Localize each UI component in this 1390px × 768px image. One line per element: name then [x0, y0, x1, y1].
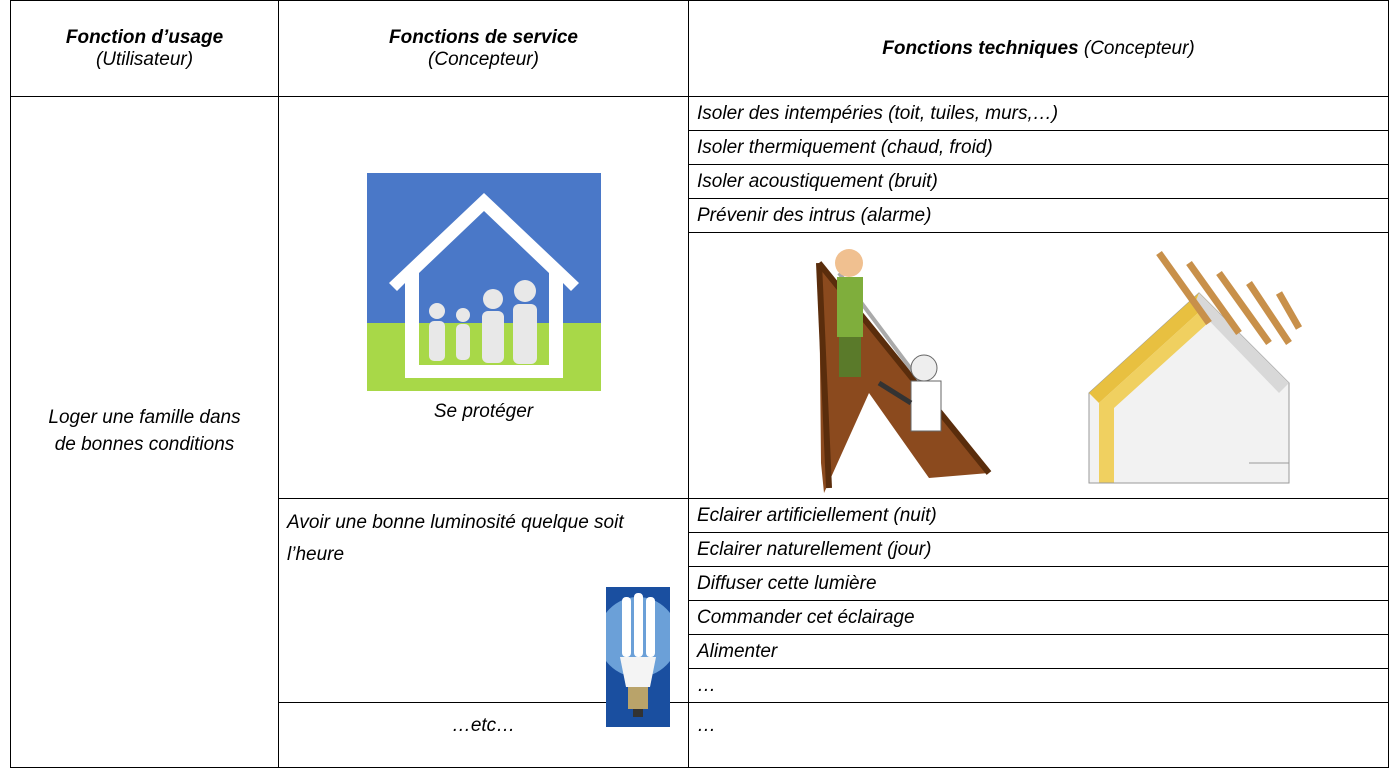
- technique-text: Isoler thermiquement (chaud, froid): [697, 136, 993, 158]
- technique-text: Diffuser cette lumière: [697, 572, 877, 594]
- technique-text: Prévenir des intrus (alarme): [697, 204, 932, 226]
- header-title: Fonction d’usage: [65, 26, 224, 48]
- header-subtitle: (Concepteur): [1083, 37, 1195, 59]
- service-label: …etc…: [451, 715, 516, 736]
- technique-text: Commander cet éclairage: [697, 606, 915, 628]
- technique-cell: Isoler des intempéries (toit, tuiles, mu…: [688, 96, 1389, 131]
- technique-cell: Eclairer naturellement (jour): [688, 532, 1389, 567]
- header-cell: Fonction d’usage (Utilisateur): [10, 0, 279, 97]
- header-title: Fonctions techniques: [882, 37, 1079, 59]
- header-subtitle: (Utilisateur): [95, 48, 194, 70]
- service-label: Se protéger: [433, 400, 534, 422]
- technique-cell: Isoler acoustiquement (bruit): [688, 164, 1389, 199]
- technique-text: …: [697, 715, 716, 736]
- bulb-image: [606, 587, 670, 727]
- header-cell: Fonctions de service (Concepteur): [278, 0, 689, 97]
- technique-text: Eclairer artificiellement (nuit): [697, 504, 937, 526]
- roofer-image: [816, 249, 992, 493]
- technique-text: …: [697, 674, 716, 696]
- header-subtitle: (Concepteur): [428, 48, 539, 70]
- illustration-cell: [688, 232, 1389, 499]
- technique-text: Alimenter: [697, 640, 778, 662]
- technique-cell: Prévenir des intrus (alarme): [688, 198, 1389, 233]
- usage-text: Loger une famille dans de bonnes conditi…: [48, 407, 241, 455]
- technique-cell: …: [688, 668, 1389, 703]
- technique-text: Isoler des intempéries (toit, tuiles, mu…: [697, 102, 1059, 124]
- roof-illustrations: [816, 249, 1303, 493]
- insulation-image: [1088, 250, 1303, 484]
- usage-cell: Loger une famille dans de bonnes conditi…: [10, 96, 279, 768]
- technique-text: Isoler acoustiquement (bruit): [697, 170, 938, 192]
- functions-table: Fonction d’usage (Utilisateur) Fonctions …: [10, 0, 1389, 768]
- technique-cell: …: [688, 702, 1389, 768]
- service-cell: Avoir une bonne luminosité quelque soit …: [278, 498, 689, 727]
- header-cell: Fonctions techniques (Concepteur): [688, 0, 1389, 97]
- technique-cell: Eclairer artificiellement (nuit): [688, 498, 1389, 533]
- technique-cell: Commander cet éclairage: [688, 600, 1389, 635]
- service-label: Avoir une bonne luminosité quelque soit …: [287, 512, 624, 566]
- technique-cell: Diffuser cette lumière: [688, 566, 1389, 601]
- technique-text: Eclairer naturellement (jour): [697, 538, 932, 560]
- technique-cell: Alimenter: [688, 634, 1389, 669]
- header-row: Fonction d’usage (Utilisateur) Fonctions …: [10, 0, 1389, 97]
- family-house-image: [366, 172, 601, 391]
- header-title: Fonctions de service: [388, 26, 578, 48]
- service-cell: Se protéger: [278, 96, 689, 499]
- technique-cell: Isoler thermiquement (chaud, froid): [688, 130, 1389, 165]
